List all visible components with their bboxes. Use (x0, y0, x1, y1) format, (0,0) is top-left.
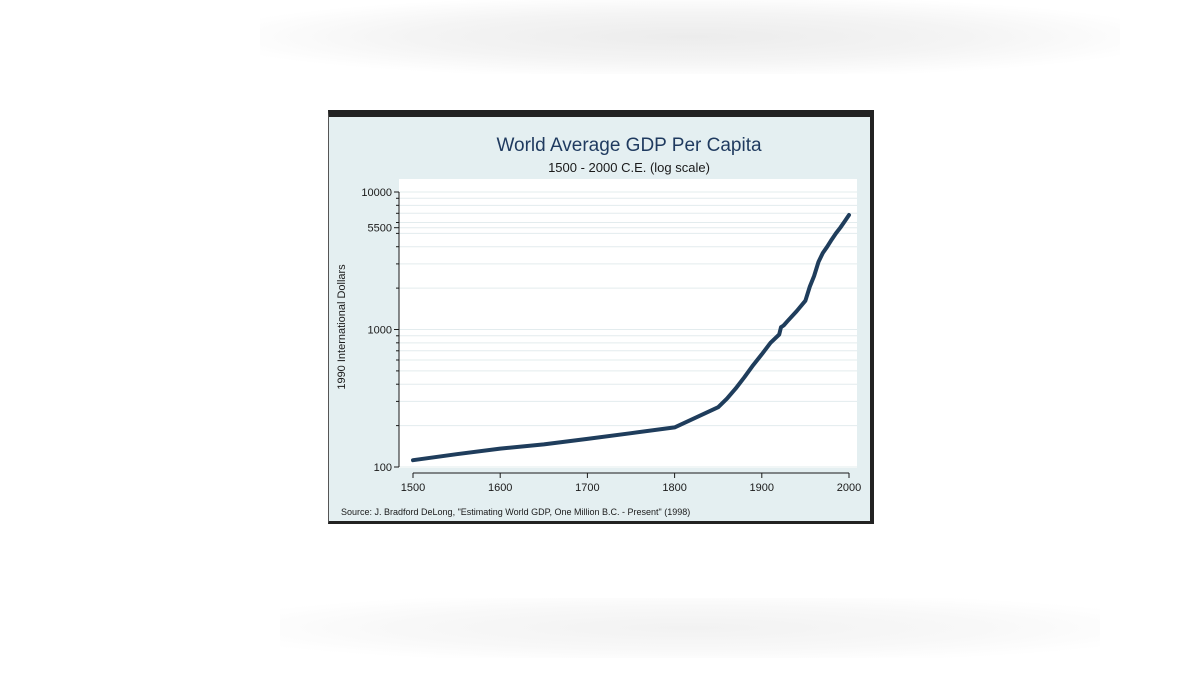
chart-subtitle: 1500 - 2000 C.E. (log scale) (548, 160, 710, 175)
x-tick-label: 2000 (837, 482, 861, 494)
grid-lines (399, 191, 857, 468)
y-tick-label: 10000 (361, 187, 392, 199)
series-line (411, 213, 851, 463)
y-tick-label: 5500 (368, 223, 392, 235)
plot-area (399, 179, 857, 468)
y-axis-label: 1990 International Dollars (336, 264, 348, 390)
axes: 100 1000 5500 10000 1500 1600 1700 1800 1900 2000 (361, 187, 861, 494)
background-haze-bottom (280, 598, 1100, 658)
x-tick-label: 1800 (662, 482, 686, 494)
x-tick-label: 1900 (750, 482, 774, 494)
x-tick-label: 1500 (401, 482, 425, 494)
chart-svg: World Average GDP Per Capita 1500 - 2000… (336, 135, 861, 517)
source-note: Source: J. Bradford DeLong, "Estimating … (341, 507, 690, 517)
chart-title: World Average GDP Per Capita (496, 135, 762, 156)
y-tick-label: 100 (374, 462, 392, 474)
background-haze-top (260, 0, 1120, 74)
y-tick-label: 1000 (368, 325, 392, 337)
x-tick-label: 1700 (575, 482, 599, 494)
series-layer (411, 213, 851, 463)
chart-figure: World Average GDP Per Capita 1500 - 2000… (328, 110, 874, 524)
x-tick-label: 1600 (488, 482, 512, 494)
